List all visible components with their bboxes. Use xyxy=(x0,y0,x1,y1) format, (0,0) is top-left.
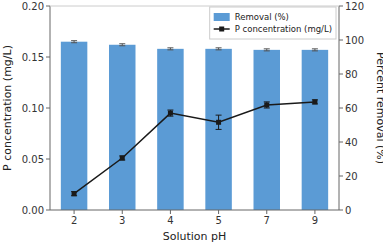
bar xyxy=(302,50,328,210)
y-tick-label: 0.10 xyxy=(22,103,44,114)
x-tick-label: 2 xyxy=(71,215,77,226)
error-cap xyxy=(264,48,270,49)
y2-tick xyxy=(339,40,343,41)
error-bar xyxy=(312,49,318,51)
y-tick-label: 0.00 xyxy=(22,205,44,216)
x-axis-line xyxy=(50,210,339,211)
y2-tick-label: 40 xyxy=(345,137,358,148)
x-tick xyxy=(266,210,267,214)
x-tick-label: 4 xyxy=(167,215,173,226)
x-tick xyxy=(314,210,315,214)
error-cap xyxy=(264,101,270,102)
y-tick xyxy=(46,159,50,160)
error-cap xyxy=(264,108,270,109)
error-bar xyxy=(167,110,173,116)
bar xyxy=(205,49,231,210)
y-tick xyxy=(46,210,50,211)
error-cap xyxy=(167,110,173,111)
marker xyxy=(120,155,125,160)
error-bar xyxy=(264,49,270,51)
bar xyxy=(254,50,280,210)
x-tick xyxy=(170,210,171,214)
bar xyxy=(61,42,87,210)
error-cap xyxy=(167,49,173,50)
error-bar xyxy=(264,102,270,108)
error-cap xyxy=(119,45,125,46)
error-bar xyxy=(71,41,77,43)
error-bar xyxy=(216,115,222,129)
error-cap xyxy=(312,50,318,51)
error-bar xyxy=(167,48,173,50)
y2-tick-label: 60 xyxy=(345,103,358,114)
y-tick-label: 0.15 xyxy=(22,52,44,63)
x-tick-label: 9 xyxy=(312,215,318,226)
legend-marker xyxy=(219,27,224,32)
error-cap xyxy=(71,40,77,41)
error-bar xyxy=(216,48,222,50)
error-cap xyxy=(216,115,222,116)
x-tick-label: 7 xyxy=(264,215,270,226)
error-cap xyxy=(119,43,125,44)
y2-axis-title: Percent removal (%) xyxy=(374,52,383,164)
error-cap xyxy=(216,47,222,48)
error-cap xyxy=(312,48,318,49)
y2-tick xyxy=(339,210,343,211)
y-tick-label: 0.05 xyxy=(22,154,44,165)
x-tick xyxy=(122,210,123,214)
legend-label: P concentration (mg/L) xyxy=(235,24,332,34)
error-bar xyxy=(71,192,77,196)
marker xyxy=(72,191,77,196)
x-tick xyxy=(74,210,75,214)
error-cap xyxy=(264,50,270,51)
y-tick xyxy=(46,108,50,109)
y2-tick-label: 20 xyxy=(345,171,358,182)
y2-tick-label: 0 xyxy=(345,205,351,216)
y2-tick-label: 100 xyxy=(345,35,364,46)
marker xyxy=(312,99,317,104)
legend-swatch xyxy=(214,13,230,21)
legend-box xyxy=(210,7,336,39)
error-cap xyxy=(216,49,222,50)
marker xyxy=(264,102,269,107)
bar xyxy=(109,45,135,210)
line xyxy=(74,102,315,194)
y2-tick-label: 120 xyxy=(345,1,364,12)
y2-tick xyxy=(339,108,343,109)
plot-area xyxy=(61,41,328,210)
legend: Removal (%) P concentration (mg/L) xyxy=(210,7,336,39)
error-cap xyxy=(71,42,77,43)
y-axis-title: P concentration (mg/L) xyxy=(1,45,14,171)
x-tick-label: 5 xyxy=(215,215,221,226)
error-cap xyxy=(216,129,222,130)
x-tick-label: 3 xyxy=(119,215,125,226)
error-bar xyxy=(119,44,125,46)
error-cap xyxy=(167,47,173,48)
marker xyxy=(216,120,221,125)
y2-tick xyxy=(339,6,343,7)
x-tick xyxy=(218,210,219,214)
error-cap xyxy=(167,116,173,117)
y-tick-label: 0.20 xyxy=(22,1,44,12)
x-axis-title: Solution pH xyxy=(163,230,227,243)
error-bar xyxy=(312,100,318,104)
y-tick xyxy=(46,6,50,7)
frame-top xyxy=(50,6,339,7)
y2-tick-label: 80 xyxy=(345,69,358,80)
legend-label: Removal (%) xyxy=(235,12,289,22)
y2-tick xyxy=(339,176,343,177)
marker xyxy=(168,111,173,116)
chart: 0.00 0.05 0.10 0.15 0.20 0 20 40 60 80 100 120 2 3 4 5 7… xyxy=(0,0,383,246)
y-tick xyxy=(46,57,50,58)
error-bar xyxy=(119,156,125,160)
bar xyxy=(157,49,183,210)
axes: 0.00 0.05 0.10 0.15 0.20 0 20 40 60 80 100 120 2 3 4 5 7… xyxy=(22,1,364,227)
y2-tick xyxy=(339,74,343,75)
y2-tick xyxy=(339,142,343,143)
